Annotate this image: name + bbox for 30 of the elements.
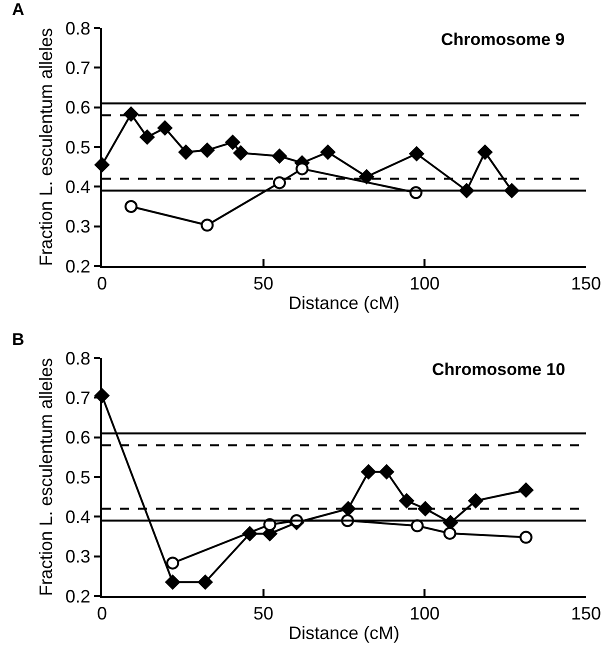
chart-title: Chromosome 9 xyxy=(441,30,565,49)
y-tick-label: 0.2 xyxy=(65,586,90,606)
y-tick-label: 0.4 xyxy=(65,176,90,197)
x-tick-label: 0 xyxy=(96,604,108,624)
y-axis-title: Fraction L. esculentum alleles xyxy=(36,358,56,596)
y-tick-label: 0.4 xyxy=(65,506,90,527)
y-tick-label: 0.6 xyxy=(65,98,90,118)
y-axis-title: Fraction L. esculentum alleles xyxy=(36,28,56,266)
x-tick-label: 150 xyxy=(570,274,602,294)
chart-title: Chromosome 10 xyxy=(432,360,566,379)
y-tick-label: 0.8 xyxy=(65,18,90,38)
y-tick-label: 0.3 xyxy=(65,216,90,237)
y-tick-label: 0.8 xyxy=(65,348,90,368)
x-tick-label: 100 xyxy=(410,604,440,624)
x-tick-label: 0 xyxy=(96,274,108,294)
x-tick-label: 150 xyxy=(570,604,602,624)
y-tick-label: 0.5 xyxy=(65,467,90,488)
x-tick-label: 100 xyxy=(410,274,440,294)
text: B xyxy=(12,330,24,349)
text: A xyxy=(12,0,24,19)
y-tick-label: 0.7 xyxy=(65,388,90,408)
x-tick-label: 50 xyxy=(253,604,274,624)
y-tick-label: 0.6 xyxy=(65,428,90,448)
x-axis-title: Distance (cM) xyxy=(288,623,400,644)
x-tick-label: 50 xyxy=(253,274,274,294)
y-tick-label: 0.5 xyxy=(65,137,90,158)
x-axis-title: Distance (cM) xyxy=(288,293,400,314)
y-tick-label: 0.2 xyxy=(65,256,90,276)
y-tick-label: 0.7 xyxy=(65,58,90,78)
y-tick-label: 0.3 xyxy=(65,546,90,567)
